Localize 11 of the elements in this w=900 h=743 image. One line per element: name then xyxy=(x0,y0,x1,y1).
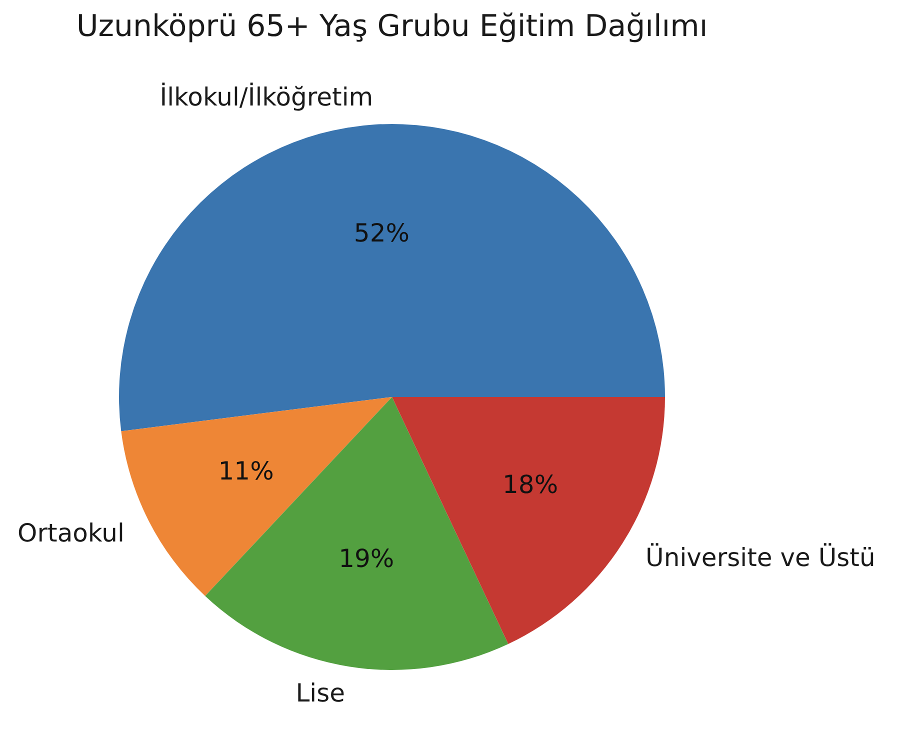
data-label: 11% xyxy=(218,456,274,486)
slice-label: Üniversite ve Üstü xyxy=(646,542,876,572)
data-label: 19% xyxy=(338,544,394,573)
chart-title: Uzunköprü 65+ Yaş Grubu Eğitim Dağılımı xyxy=(76,9,708,44)
pie-slice xyxy=(119,124,665,432)
data-label: 52% xyxy=(354,218,410,248)
slice-label: Ortaokul xyxy=(18,518,124,548)
slice-label: Lise xyxy=(296,678,346,708)
slice-label: İlkokul/İlköğretim xyxy=(160,82,374,112)
pie-slice xyxy=(121,397,392,596)
data-label: 18% xyxy=(502,470,558,499)
